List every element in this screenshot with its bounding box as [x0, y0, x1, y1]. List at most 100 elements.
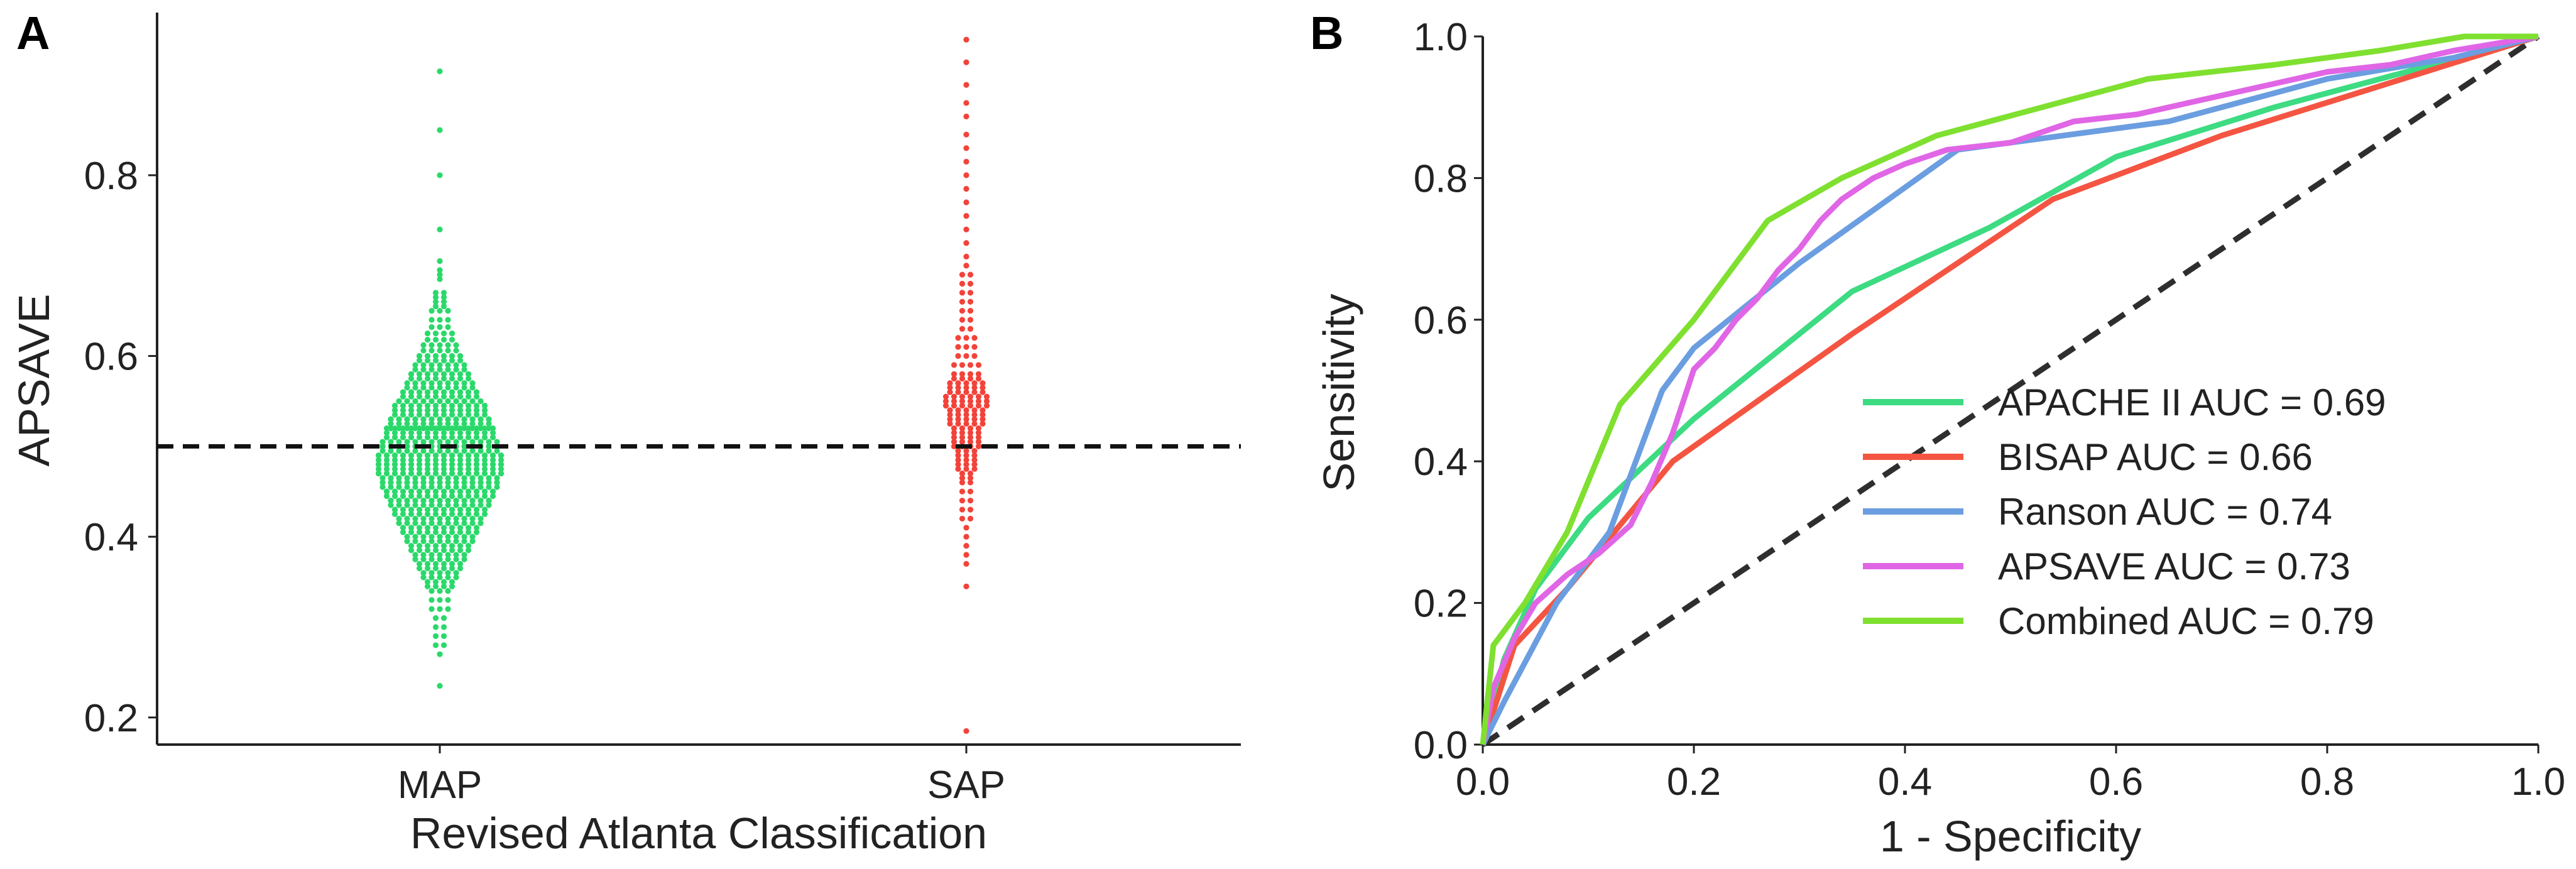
swarm-point — [408, 488, 415, 495]
swarm-point — [457, 461, 464, 467]
swarm-point — [461, 520, 467, 527]
swarm-point — [478, 520, 484, 527]
swarm-point — [971, 461, 978, 467]
swarm-point — [449, 565, 456, 572]
swarm-point — [963, 412, 969, 418]
swarm-point — [963, 447, 969, 454]
swarm-point — [404, 439, 410, 445]
swarm-point — [498, 470, 505, 477]
swarm-point — [391, 425, 398, 432]
swarm-point — [428, 570, 435, 576]
swarm-point — [980, 385, 986, 391]
swarm-point — [428, 380, 435, 386]
swarm-point — [424, 430, 431, 436]
swarm-point — [428, 342, 435, 348]
swarm-point — [971, 389, 978, 395]
swarm-point — [432, 407, 439, 413]
swarm-point — [963, 416, 969, 422]
swarm-point — [440, 303, 447, 310]
swarm-point — [437, 362, 443, 368]
swarm-point — [428, 588, 435, 594]
swarm-point — [453, 533, 459, 540]
swarm-point — [955, 344, 961, 350]
swarm-point — [440, 642, 447, 648]
swarm-point — [457, 565, 464, 572]
swarm-point — [457, 452, 464, 459]
swarm-point — [424, 393, 431, 400]
swarm-point — [967, 375, 974, 382]
swarm-point — [473, 403, 480, 409]
swarm-point — [486, 498, 492, 504]
swarm-point — [408, 371, 415, 377]
swarm-point — [432, 290, 439, 296]
swarm-point — [955, 389, 961, 395]
swarm-point — [408, 452, 415, 459]
swarm-point — [445, 520, 451, 527]
swarm-point — [440, 542, 447, 549]
swarm-point — [437, 574, 443, 581]
swarm-point — [416, 353, 423, 359]
swarm-point — [420, 479, 427, 486]
swarm-point — [412, 398, 418, 405]
swarm-point — [432, 615, 439, 621]
swarm-point — [445, 385, 451, 391]
roc-curve-1 — [1480, 33, 2540, 746]
swarm-point — [400, 493, 407, 500]
swarm-point — [391, 511, 398, 517]
swarm-point — [440, 624, 447, 630]
swarm-point — [420, 552, 427, 558]
swarm-point — [428, 425, 435, 432]
swarm-point — [388, 416, 394, 422]
swarm-point — [465, 466, 472, 472]
swarm-point — [420, 447, 427, 454]
swarm-point — [457, 457, 464, 463]
swarm-point — [404, 502, 410, 508]
swarm-point — [453, 520, 459, 527]
swarm-point — [967, 280, 974, 287]
swarm-point — [445, 308, 451, 314]
swarm-point — [404, 385, 410, 391]
swarm-point — [388, 439, 394, 445]
swarm-point — [963, 560, 969, 567]
swarm-point — [955, 461, 961, 467]
swarm-point — [445, 342, 451, 348]
swarm-point — [400, 466, 407, 472]
swarm-point — [404, 533, 410, 540]
swarm-point — [432, 461, 439, 467]
swarm-point — [469, 425, 476, 432]
swarm-point — [449, 579, 456, 585]
swarm-point — [445, 324, 451, 331]
swarm-point — [428, 308, 435, 314]
swarm-point — [478, 425, 484, 432]
swarm-point — [412, 380, 418, 386]
swarm-point — [461, 484, 467, 490]
swarm-point — [489, 488, 496, 495]
panel-a-y-tick-label: 0.8 — [84, 155, 138, 198]
swarm-point — [445, 538, 451, 544]
swarm-point — [432, 506, 439, 513]
swarm-point — [440, 298, 447, 305]
swarm-point — [424, 525, 431, 531]
swarm-point — [424, 403, 431, 409]
swarm-point — [469, 420, 476, 427]
legend-label: APACHE II AUC = 0.69 — [1998, 381, 2386, 424]
swarm-point — [481, 493, 488, 500]
swarm-point — [424, 470, 431, 477]
swarm-point — [432, 560, 439, 567]
swarm-point — [391, 412, 398, 418]
swarm-point — [449, 425, 456, 432]
swarm-point — [959, 308, 966, 314]
swarm-point — [424, 337, 431, 343]
swarm-point — [469, 502, 476, 508]
swarm-point — [461, 538, 467, 544]
swarm-point — [391, 457, 398, 463]
swarm-point — [951, 375, 958, 382]
swarm-point — [437, 479, 443, 486]
swarm-point — [449, 393, 456, 400]
swarm-point — [416, 466, 423, 472]
swarm-point — [437, 556, 443, 562]
swarm-point — [967, 515, 974, 522]
swarm-point — [465, 389, 472, 395]
swarm-point — [461, 362, 467, 368]
swarm-point — [967, 479, 974, 486]
